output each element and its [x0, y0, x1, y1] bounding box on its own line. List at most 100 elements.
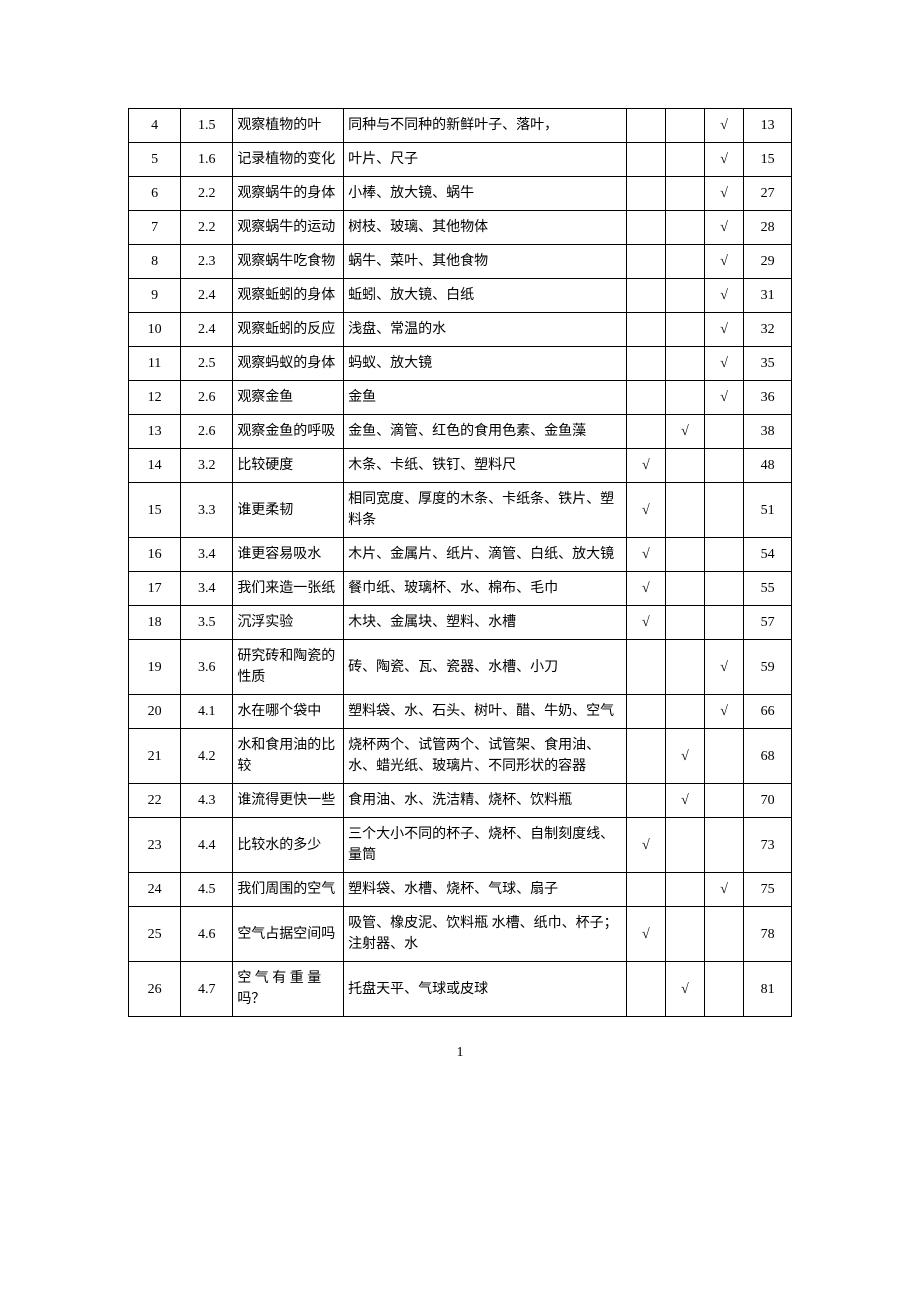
page-cell: 27	[744, 177, 792, 211]
mark2-cell	[665, 347, 704, 381]
mark1-cell: √	[626, 907, 665, 962]
mark1-cell	[626, 313, 665, 347]
mark1-cell	[626, 347, 665, 381]
mark2-cell	[665, 873, 704, 907]
mark1-cell	[626, 381, 665, 415]
mark1-cell	[626, 245, 665, 279]
materials-cell: 塑料袋、水槽、烧杯、气球、扇子	[344, 873, 627, 907]
materials-cell: 同种与不同种的新鲜叶子、落叶，	[344, 109, 627, 143]
name-cell: 观察蜗牛吃食物	[233, 245, 344, 279]
section-cell: 3.5	[181, 606, 233, 640]
page-cell: 78	[744, 907, 792, 962]
index-cell: 23	[129, 818, 181, 873]
section-cell: 4.2	[181, 729, 233, 784]
table-row: 102.4观察蚯蚓的反应浅盘、常温的水√32	[129, 313, 792, 347]
section-cell: 2.4	[181, 279, 233, 313]
mark1-cell	[626, 962, 665, 1017]
section-cell: 2.5	[181, 347, 233, 381]
section-cell: 4.1	[181, 695, 233, 729]
table-row: 82.3观察蜗牛吃食物蜗牛、菜叶、其他食物√29	[129, 245, 792, 279]
section-cell: 2.4	[181, 313, 233, 347]
table-row: 132.6观察金鱼的呼吸金鱼、滴管、红色的食用色素、金鱼藻√38	[129, 415, 792, 449]
mark3-cell	[705, 784, 744, 818]
materials-cell: 蚂蚁、放大镜	[344, 347, 627, 381]
section-cell: 4.4	[181, 818, 233, 873]
name-cell: 水在哪个袋中	[233, 695, 344, 729]
page-cell: 28	[744, 211, 792, 245]
mark1-cell: √	[626, 538, 665, 572]
section-cell: 4.3	[181, 784, 233, 818]
mark3-cell: √	[705, 177, 744, 211]
mark1-cell: √	[626, 483, 665, 538]
materials-cell: 小棒、放大镜、蜗牛	[344, 177, 627, 211]
index-cell: 6	[129, 177, 181, 211]
table-row: 51.6记录植物的变化叶片、尺子√15	[129, 143, 792, 177]
mark2-cell	[665, 907, 704, 962]
name-cell: 研究砖和陶瓷的性质	[233, 640, 344, 695]
table-row: 224.3谁流得更快一些食用油、水、洗洁精、烧杯、饮料瓶√70	[129, 784, 792, 818]
page-cell: 51	[744, 483, 792, 538]
mark1-cell: √	[626, 606, 665, 640]
mark2-cell	[665, 640, 704, 695]
mark1-cell	[626, 211, 665, 245]
name-cell: 观察植物的叶	[233, 109, 344, 143]
mark3-cell: √	[705, 279, 744, 313]
table-row: 214.2水和食用油的比较烧杯两个、试管两个、试管架、食用油、水、蜡光纸、玻璃片…	[129, 729, 792, 784]
mark3-cell	[705, 907, 744, 962]
mark3-cell: √	[705, 381, 744, 415]
mark1-cell: √	[626, 572, 665, 606]
name-cell: 观察蚯蚓的反应	[233, 313, 344, 347]
page-cell: 48	[744, 449, 792, 483]
document-page: 41.5观察植物的叶同种与不同种的新鲜叶子、落叶，√1351.6记录植物的变化叶…	[0, 0, 920, 1101]
mark1-cell	[626, 415, 665, 449]
mark3-cell: √	[705, 313, 744, 347]
mark1-cell	[626, 177, 665, 211]
table-row: 193.6研究砖和陶瓷的性质砖、陶瓷、瓦、瓷器、水槽、小刀√59	[129, 640, 792, 695]
table-row: 234.4比较水的多少三个大小不同的杯子、烧杯、自制刻度线、量筒√73	[129, 818, 792, 873]
materials-cell: 蚯蚓、放大镜、白纸	[344, 279, 627, 313]
name-cell: 观察蜗牛的身体	[233, 177, 344, 211]
page-cell: 35	[744, 347, 792, 381]
page-cell: 68	[744, 729, 792, 784]
mark3-cell: √	[705, 109, 744, 143]
index-cell: 17	[129, 572, 181, 606]
index-cell: 4	[129, 109, 181, 143]
mark2-cell	[665, 313, 704, 347]
name-cell: 比较硬度	[233, 449, 344, 483]
section-cell: 4.5	[181, 873, 233, 907]
index-cell: 26	[129, 962, 181, 1017]
mark2-cell	[665, 279, 704, 313]
index-cell: 12	[129, 381, 181, 415]
materials-cell: 金鱼	[344, 381, 627, 415]
name-cell: 观察蚂蚁的身体	[233, 347, 344, 381]
page-cell: 54	[744, 538, 792, 572]
mark2-cell	[665, 381, 704, 415]
section-cell: 2.6	[181, 381, 233, 415]
mark3-cell: √	[705, 245, 744, 279]
mark3-cell: √	[705, 211, 744, 245]
name-cell: 我们来造一张纸	[233, 572, 344, 606]
page-cell: 70	[744, 784, 792, 818]
mark3-cell	[705, 729, 744, 784]
mark2-cell	[665, 818, 704, 873]
mark3-cell: √	[705, 640, 744, 695]
table-row: 153.3谁更柔韧相同宽度、厚度的木条、卡纸条、铁片、塑料条√51	[129, 483, 792, 538]
materials-cell: 叶片、尺子	[344, 143, 627, 177]
materials-cell: 烧杯两个、试管两个、试管架、食用油、水、蜡光纸、玻璃片、不同形状的容器	[344, 729, 627, 784]
page-cell: 57	[744, 606, 792, 640]
section-cell: 2.2	[181, 177, 233, 211]
index-cell: 7	[129, 211, 181, 245]
mark2-cell	[665, 572, 704, 606]
section-cell: 2.2	[181, 211, 233, 245]
materials-cell: 蜗牛、菜叶、其他食物	[344, 245, 627, 279]
index-cell: 21	[129, 729, 181, 784]
name-cell: 观察金鱼的呼吸	[233, 415, 344, 449]
section-cell: 3.2	[181, 449, 233, 483]
mark3-cell: √	[705, 695, 744, 729]
mark1-cell	[626, 695, 665, 729]
name-cell: 谁更柔韧	[233, 483, 344, 538]
page-cell: 36	[744, 381, 792, 415]
table-row: 244.5我们周围的空气塑料袋、水槽、烧杯、气球、扇子√75	[129, 873, 792, 907]
page-cell: 32	[744, 313, 792, 347]
mark3-cell	[705, 483, 744, 538]
